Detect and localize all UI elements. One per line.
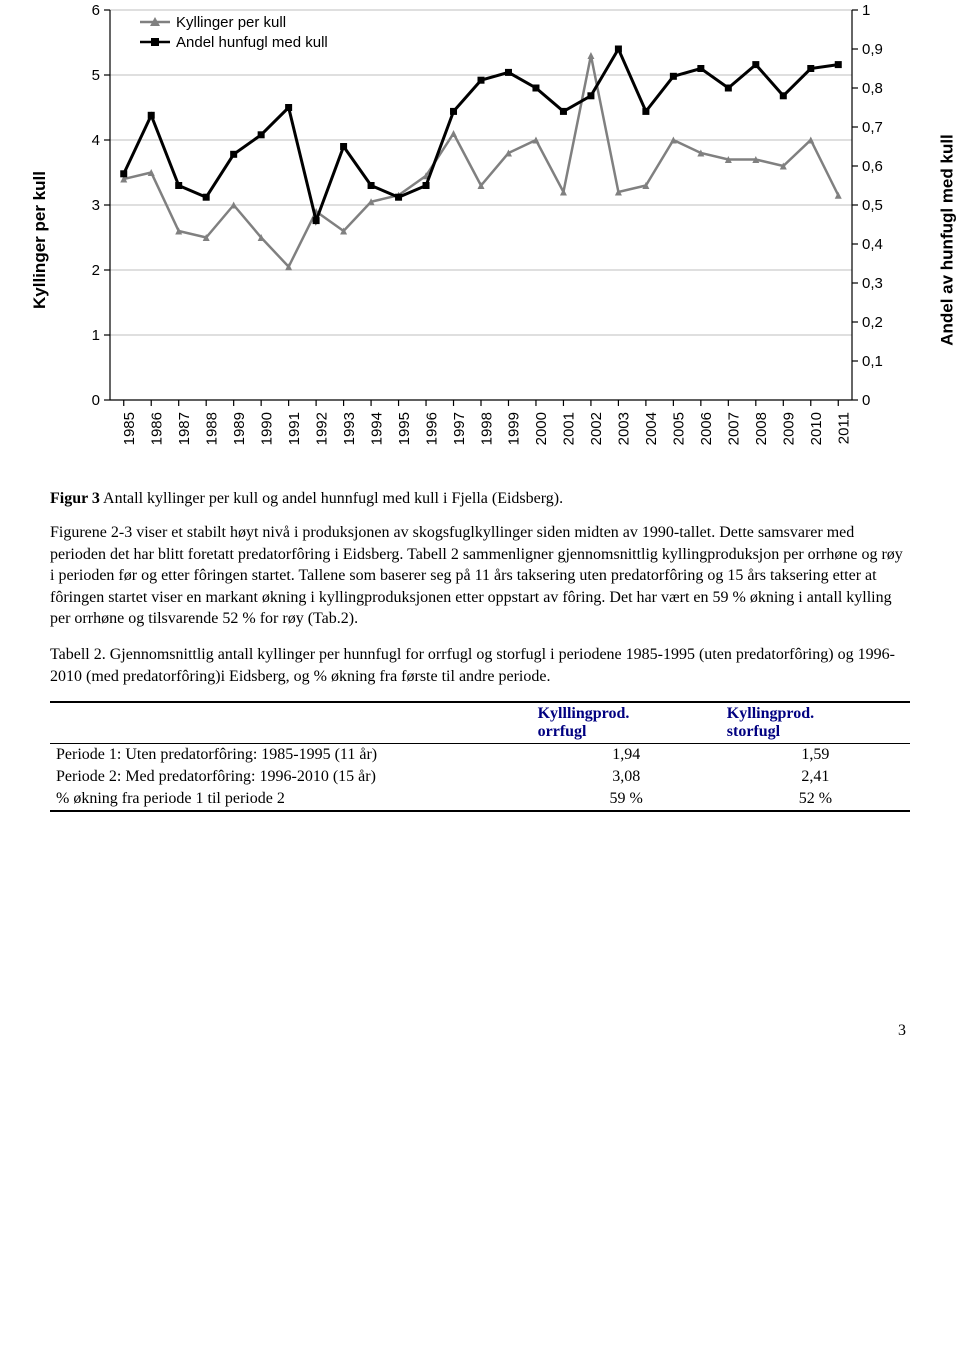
svg-text:1: 1 [862, 2, 870, 19]
svg-text:1994: 1994 [368, 412, 385, 445]
svg-text:1: 1 [92, 327, 100, 344]
table-header-col1: Kylllingprod.orrfugl [532, 702, 721, 744]
table-header-col1-text: Kylllingprod.orrfugl [538, 705, 630, 740]
table-caption: Tabell 2. Gjennomsnittlig antall kylling… [50, 644, 910, 687]
table-cell: 1,59 [721, 744, 910, 767]
svg-text:3: 3 [92, 197, 100, 214]
svg-text:0,1: 0,1 [862, 353, 883, 370]
svg-text:1987: 1987 [176, 412, 193, 445]
svg-text:1997: 1997 [451, 412, 468, 445]
figure-caption: Figur 3 Antall kyllinger per kull og and… [50, 490, 910, 508]
svg-text:1992: 1992 [313, 412, 330, 445]
figure-caption-text: Antall kyllinger per kull og andel hunnf… [100, 490, 563, 507]
svg-text:2004: 2004 [643, 412, 660, 445]
svg-text:1989: 1989 [231, 412, 248, 445]
y-left-axis-label: Kyllinger per kull [30, 171, 50, 309]
chart-container: Kyllinger per kull Andel av hunfugl med … [50, 0, 920, 480]
svg-text:1985: 1985 [121, 412, 138, 445]
svg-text:2011: 2011 [836, 412, 853, 444]
data-table: Kylllingprod.orrfugl Kyllingprod.storfug… [50, 701, 910, 812]
table-header-row: Kylllingprod.orrfugl Kyllingprod.storfug… [50, 702, 910, 744]
table-row: Periode 2: Med predatorfôring: 1996-2010… [50, 766, 910, 788]
svg-text:2009: 2009 [781, 412, 798, 445]
table-cell: 52 % [721, 788, 910, 811]
svg-text:Andel hunfugl med kull: Andel hunfugl med kull [176, 34, 328, 51]
table-row: Periode 1: Uten predatorfôring: 1985-199… [50, 744, 910, 767]
svg-text:1998: 1998 [478, 412, 495, 445]
table-body: Periode 1: Uten predatorfôring: 1985-199… [50, 744, 910, 812]
line-chart: 0 1 2 3 4 5 6 0 0,1 0,2 0,3 0,4 0,5 0,6 0,7 0,8 0,9 1 1985… [50, 0, 920, 480]
table-cell: 59 % [532, 788, 721, 811]
paragraph-1: Figurene 2-3 viser et stabilt høyt nivå … [50, 522, 910, 630]
y-right-axis-label: Andel av hunfugl med kull [938, 134, 958, 346]
svg-text:0,2: 0,2 [862, 314, 883, 331]
table-header-empty [50, 702, 532, 744]
svg-text:1988: 1988 [203, 412, 220, 445]
svg-text:2007: 2007 [726, 412, 743, 445]
svg-text:2002: 2002 [588, 412, 605, 445]
svg-text:2003: 2003 [616, 412, 633, 445]
table-row: % økning fra periode 1 til periode 259 %… [50, 788, 910, 811]
table-cell: 1,94 [532, 744, 721, 767]
svg-text:5: 5 [92, 67, 100, 84]
table-cell: % økning fra periode 1 til periode 2 [50, 788, 532, 811]
svg-text:0,6: 0,6 [862, 158, 883, 175]
svg-text:2001: 2001 [561, 412, 578, 445]
svg-text:1990: 1990 [258, 412, 275, 445]
svg-text:2005: 2005 [671, 412, 688, 445]
svg-text:0: 0 [862, 392, 870, 409]
table-cell: 3,08 [532, 766, 721, 788]
svg-text:1995: 1995 [396, 412, 413, 445]
svg-text:0,9: 0,9 [862, 41, 883, 58]
svg-text:1986: 1986 [148, 412, 165, 445]
svg-text:2008: 2008 [753, 412, 770, 445]
svg-text:0,8: 0,8 [862, 80, 883, 97]
svg-text:2006: 2006 [698, 412, 715, 445]
svg-text:Kyllinger per kull: Kyllinger per kull [176, 14, 286, 31]
svg-text:1993: 1993 [341, 412, 358, 445]
svg-text:0,7: 0,7 [862, 119, 883, 136]
figure-caption-prefix: Figur 3 [50, 490, 100, 507]
table-header-col2: Kyllingprod.storfugl [721, 702, 910, 744]
svg-text:4: 4 [92, 132, 100, 149]
svg-text:0,5: 0,5 [862, 197, 883, 214]
svg-text:1999: 1999 [506, 412, 523, 445]
page-number: 3 [50, 1022, 910, 1040]
table-header-col2-text: Kyllingprod.storfugl [727, 705, 814, 740]
table-cell: Periode 1: Uten predatorfôring: 1985-199… [50, 744, 532, 767]
svg-text:0,4: 0,4 [862, 236, 883, 253]
svg-text:2010: 2010 [808, 412, 825, 445]
svg-text:1996: 1996 [423, 412, 440, 445]
svg-text:2: 2 [92, 262, 100, 279]
svg-text:0,3: 0,3 [862, 275, 883, 292]
svg-text:6: 6 [92, 2, 100, 19]
svg-text:2000: 2000 [533, 412, 550, 445]
table-cell: 2,41 [721, 766, 910, 788]
svg-text:0: 0 [92, 392, 100, 409]
table-cell: Periode 2: Med predatorfôring: 1996-2010… [50, 766, 532, 788]
svg-text:1991: 1991 [286, 412, 303, 445]
